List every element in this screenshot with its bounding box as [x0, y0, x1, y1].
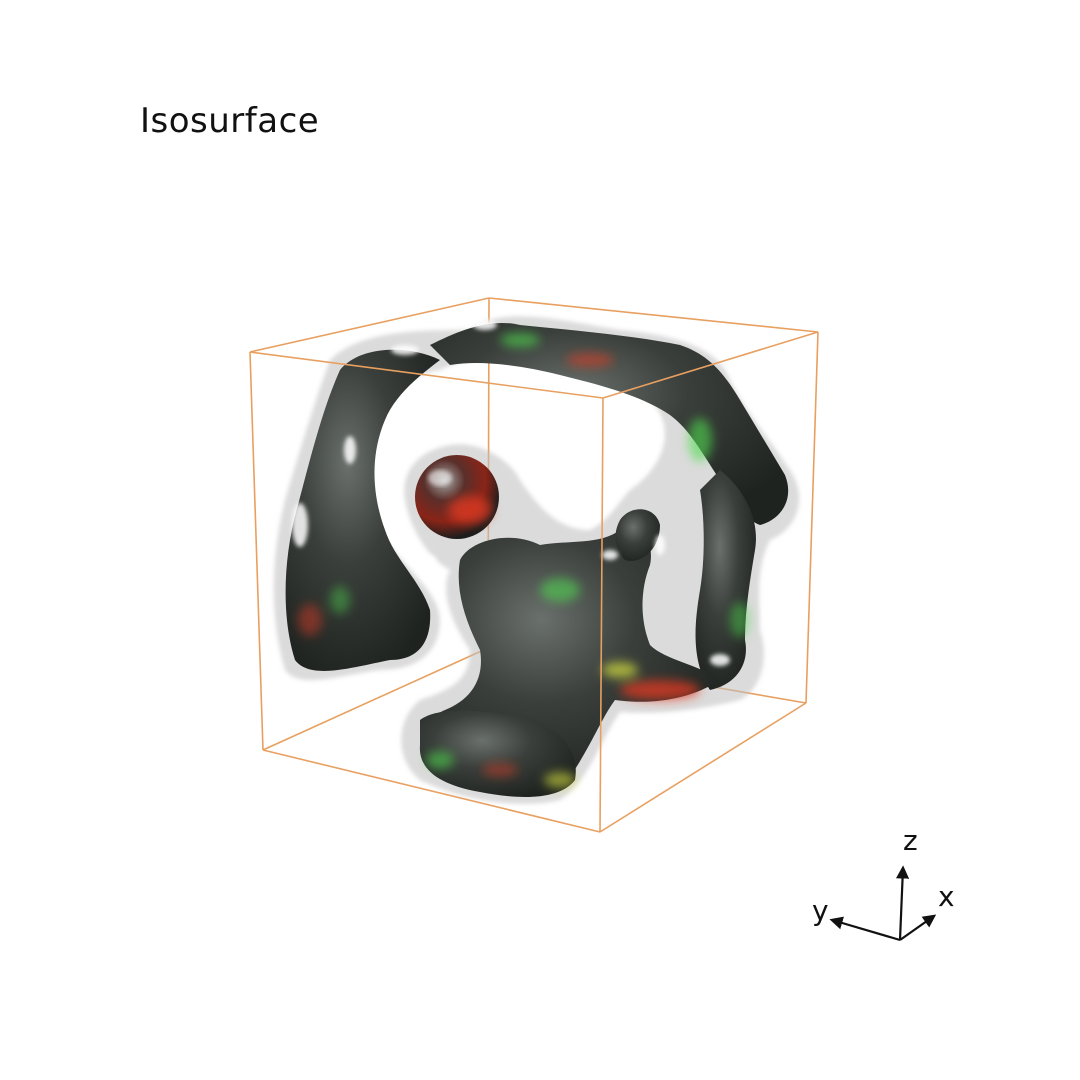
x-axis-label: x — [938, 880, 955, 913]
orientation-axes: z y x — [812, 824, 955, 942]
surface-highlights — [298, 333, 750, 788]
y-axis-arrow — [829, 916, 901, 942]
y-axis-label: y — [812, 894, 829, 927]
x-axis-arrow — [899, 914, 937, 941]
isosurface-inner — [285, 322, 789, 797]
bounding-box-front — [249, 331, 819, 833]
z-axis-label: z — [903, 824, 918, 857]
plot-title: Isosurface — [140, 101, 320, 141]
z-axis-arrow — [895, 865, 910, 941]
isosurface-sphere — [415, 455, 499, 539]
specular-highlights — [292, 320, 730, 666]
